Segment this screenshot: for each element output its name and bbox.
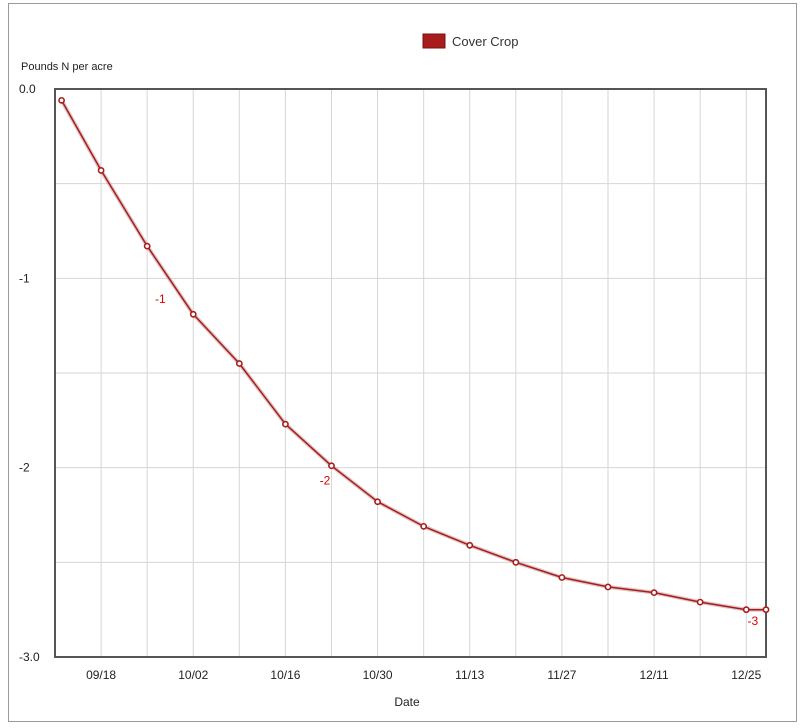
y-axis-label: Pounds N per acre <box>21 61 113 73</box>
x-tick-label: 11/27 <box>547 668 576 682</box>
grid <box>55 89 766 657</box>
data-point[interactable] <box>282 420 289 428</box>
x-tick-label: 12/25 <box>731 668 761 682</box>
x-tick-label: 11/13 <box>455 668 484 682</box>
legend[interactable]: Cover Crop <box>422 33 518 49</box>
plot-area-border <box>54 88 767 658</box>
data-point[interactable] <box>742 606 750 614</box>
legend-label-cover-crop: Cover Crop <box>452 34 518 49</box>
data-point[interactable] <box>762 606 770 614</box>
data-point[interactable] <box>512 558 520 566</box>
series-line <box>60 100 766 611</box>
data-point[interactable] <box>97 167 105 174</box>
legend-swatch-cover-crop <box>422 33 446 49</box>
data-point[interactable] <box>604 583 612 591</box>
x-tick-label: 10/02 <box>178 668 208 682</box>
y-axis: 0.0 -1 -2 -3.0 <box>19 82 40 664</box>
data-point[interactable] <box>189 310 197 318</box>
data-point[interactable] <box>420 522 428 530</box>
y-tick-label: -1 <box>19 271 30 285</box>
data-point[interactable] <box>235 360 243 367</box>
annotation-label: -2 <box>320 474 331 488</box>
y-tick-label: 0.0 <box>19 82 36 96</box>
series-line-shadow <box>59 99 766 612</box>
data-point[interactable] <box>466 541 474 549</box>
data-point[interactable] <box>143 242 151 250</box>
y-tick-label: -2 <box>19 461 30 475</box>
x-tick-label: 12/11 <box>640 668 669 682</box>
data-point[interactable] <box>328 462 335 470</box>
x-tick-label: 10/16 <box>270 668 300 682</box>
data-point[interactable] <box>696 598 704 606</box>
line-chart: Cover Crop Pounds N per acre Date 0.0-1-… <box>19 33 770 709</box>
data-point[interactable] <box>650 589 658 597</box>
annotation-label: -3 <box>747 614 758 628</box>
data-point[interactable] <box>58 96 65 104</box>
x-axis-label: Date <box>394 695 420 709</box>
data-point[interactable] <box>374 498 381 506</box>
data-point[interactable] <box>558 574 566 581</box>
chart-frame: Cover Crop Pounds N per acre Date 0.0 -1-… <box>8 3 797 722</box>
series-cover-crop <box>58 96 770 614</box>
y-tick-label: -3.0 <box>19 650 40 664</box>
annotations: -1 -2 -3 <box>155 292 758 628</box>
annotation-label: -1 <box>155 292 166 306</box>
x-tick-label: 09/18 <box>86 668 116 682</box>
x-axis: 09/18 10/02 10/16 10/30 11/13 11/27 12/11 12/25 <box>86 668 762 682</box>
x-tick-label: 10/30 <box>363 668 393 682</box>
